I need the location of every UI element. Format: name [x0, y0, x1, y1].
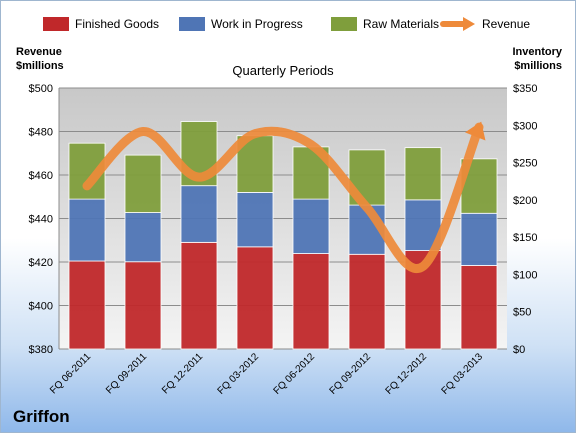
- left-tick-label: $440: [29, 214, 53, 226]
- x-tick-label: FQ 12-2011: [160, 351, 205, 396]
- left-tick-label: $460: [29, 170, 53, 182]
- bar-segment-work-in-progress: [124, 212, 162, 263]
- left-axis-title-line1: Revenue: [16, 46, 62, 58]
- right-tick-label: $0: [513, 344, 525, 356]
- right-axis-title-line2: $millions: [514, 60, 562, 72]
- bar-segment-finished-goods: [236, 246, 274, 350]
- legend-swatch-raw-materials: [331, 17, 357, 31]
- right-tick-label: $50: [513, 307, 531, 319]
- left-axis-title-line2: $millions: [16, 60, 64, 72]
- bar-segment-finished-goods: [292, 253, 330, 350]
- legend-swatch-work-in-progress: [179, 17, 205, 31]
- legend-label-finished-goods: Finished Goods: [75, 17, 159, 31]
- bar-segment-work-in-progress: [460, 212, 498, 266]
- right-tick-label: $150: [513, 232, 537, 244]
- bar-segment-raw-materials: [124, 154, 162, 213]
- x-tick-label: FQ 12-2012: [384, 351, 430, 397]
- left-tick-label: $400: [29, 301, 53, 313]
- right-tick-label: $250: [513, 158, 537, 170]
- x-tick-label: FQ 06-2012: [272, 351, 318, 397]
- right-tick-label: $100: [513, 269, 537, 281]
- bar-segment-raw-materials: [404, 147, 442, 201]
- left-tick-label: $480: [29, 127, 53, 139]
- right-tick-label: $300: [513, 120, 537, 132]
- right-axis-title-line1: Inventory: [512, 46, 562, 58]
- legend-label-work-in-progress: Work in Progress: [211, 17, 303, 31]
- company-name: Griffon: [13, 407, 70, 426]
- legend-label-revenue: Revenue: [482, 17, 530, 31]
- right-tick-label: $200: [513, 195, 537, 207]
- bar-segment-finished-goods: [68, 260, 106, 350]
- bar-segment-finished-goods: [348, 253, 386, 350]
- revenue-arrowhead: [465, 121, 486, 141]
- bar-segment-work-in-progress: [68, 198, 106, 262]
- left-tick-label: $420: [29, 257, 53, 269]
- x-tick-label: FQ 09-2012: [328, 351, 374, 397]
- legend-swatch-finished-goods: [43, 17, 69, 31]
- revenue-line: [82, 122, 484, 273]
- x-tick-label: FQ 06-2011: [48, 351, 93, 396]
- legend-swatch-revenue-arrow: [463, 17, 475, 31]
- legend-label-raw-materials: Raw Materials: [363, 17, 439, 31]
- bar-segment-work-in-progress: [180, 185, 218, 243]
- x-tick-label: FQ 03-2013: [440, 351, 486, 397]
- chart-title: Quarterly Periods: [232, 63, 334, 78]
- left-tick-label: $500: [29, 83, 53, 95]
- x-tick-label: FQ 03-2012: [216, 351, 262, 397]
- x-tick-label: FQ 09-2011: [104, 351, 149, 396]
- bar-segment-work-in-progress: [236, 191, 274, 248]
- bar-segment-finished-goods: [124, 261, 162, 350]
- bar-segment-finished-goods: [180, 241, 218, 350]
- bar-segment-work-in-progress: [292, 198, 330, 254]
- right-tick-label: $350: [513, 83, 537, 95]
- bar-segment-finished-goods: [460, 265, 498, 350]
- left-tick-label: $380: [29, 344, 53, 356]
